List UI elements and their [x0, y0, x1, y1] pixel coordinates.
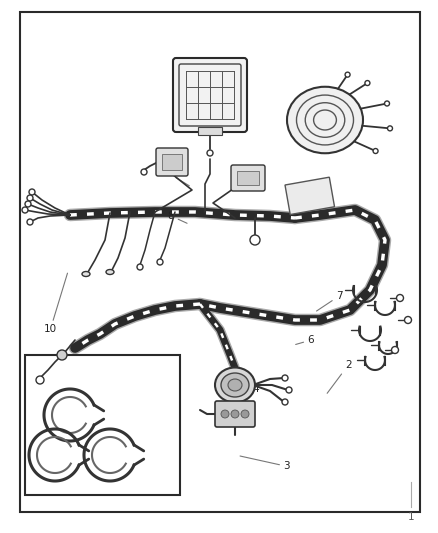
FancyBboxPatch shape — [231, 165, 265, 191]
Circle shape — [141, 169, 147, 175]
Bar — [285, 177, 335, 215]
Circle shape — [385, 101, 389, 106]
FancyBboxPatch shape — [173, 58, 247, 132]
Circle shape — [282, 375, 288, 381]
Circle shape — [388, 126, 392, 131]
Circle shape — [57, 350, 67, 360]
Circle shape — [207, 150, 213, 156]
Bar — [162, 154, 182, 170]
Text: 5: 5 — [78, 379, 102, 399]
Circle shape — [365, 80, 370, 85]
FancyBboxPatch shape — [156, 148, 188, 176]
Circle shape — [27, 195, 33, 201]
Circle shape — [345, 72, 350, 77]
Ellipse shape — [82, 271, 90, 277]
Ellipse shape — [228, 379, 242, 391]
Circle shape — [405, 317, 411, 324]
Circle shape — [36, 376, 44, 384]
Circle shape — [25, 201, 31, 207]
Text: 9: 9 — [165, 168, 189, 186]
Text: 4: 4 — [231, 384, 260, 397]
Circle shape — [27, 219, 33, 225]
Circle shape — [29, 189, 35, 195]
Circle shape — [221, 410, 229, 418]
Circle shape — [157, 259, 163, 265]
Text: 7: 7 — [317, 291, 343, 311]
Ellipse shape — [106, 270, 114, 274]
Text: 3: 3 — [240, 456, 290, 471]
Text: 4: 4 — [154, 409, 166, 431]
FancyBboxPatch shape — [215, 401, 255, 427]
Circle shape — [137, 264, 143, 270]
Ellipse shape — [215, 367, 255, 402]
Circle shape — [250, 235, 260, 245]
Ellipse shape — [287, 87, 363, 154]
Bar — [237, 171, 259, 185]
Circle shape — [392, 346, 399, 353]
Text: 8: 8 — [167, 211, 187, 223]
Bar — [25, 355, 180, 495]
Bar — [198, 127, 222, 135]
Text: 2: 2 — [327, 360, 352, 393]
Circle shape — [286, 387, 292, 393]
Circle shape — [22, 207, 28, 213]
Text: 10: 10 — [44, 273, 67, 334]
Circle shape — [241, 410, 249, 418]
Text: 6: 6 — [296, 335, 314, 345]
Circle shape — [373, 149, 378, 154]
Circle shape — [396, 295, 403, 302]
Circle shape — [231, 410, 239, 418]
Circle shape — [282, 399, 288, 405]
Text: 1: 1 — [407, 512, 414, 522]
Ellipse shape — [221, 373, 249, 397]
